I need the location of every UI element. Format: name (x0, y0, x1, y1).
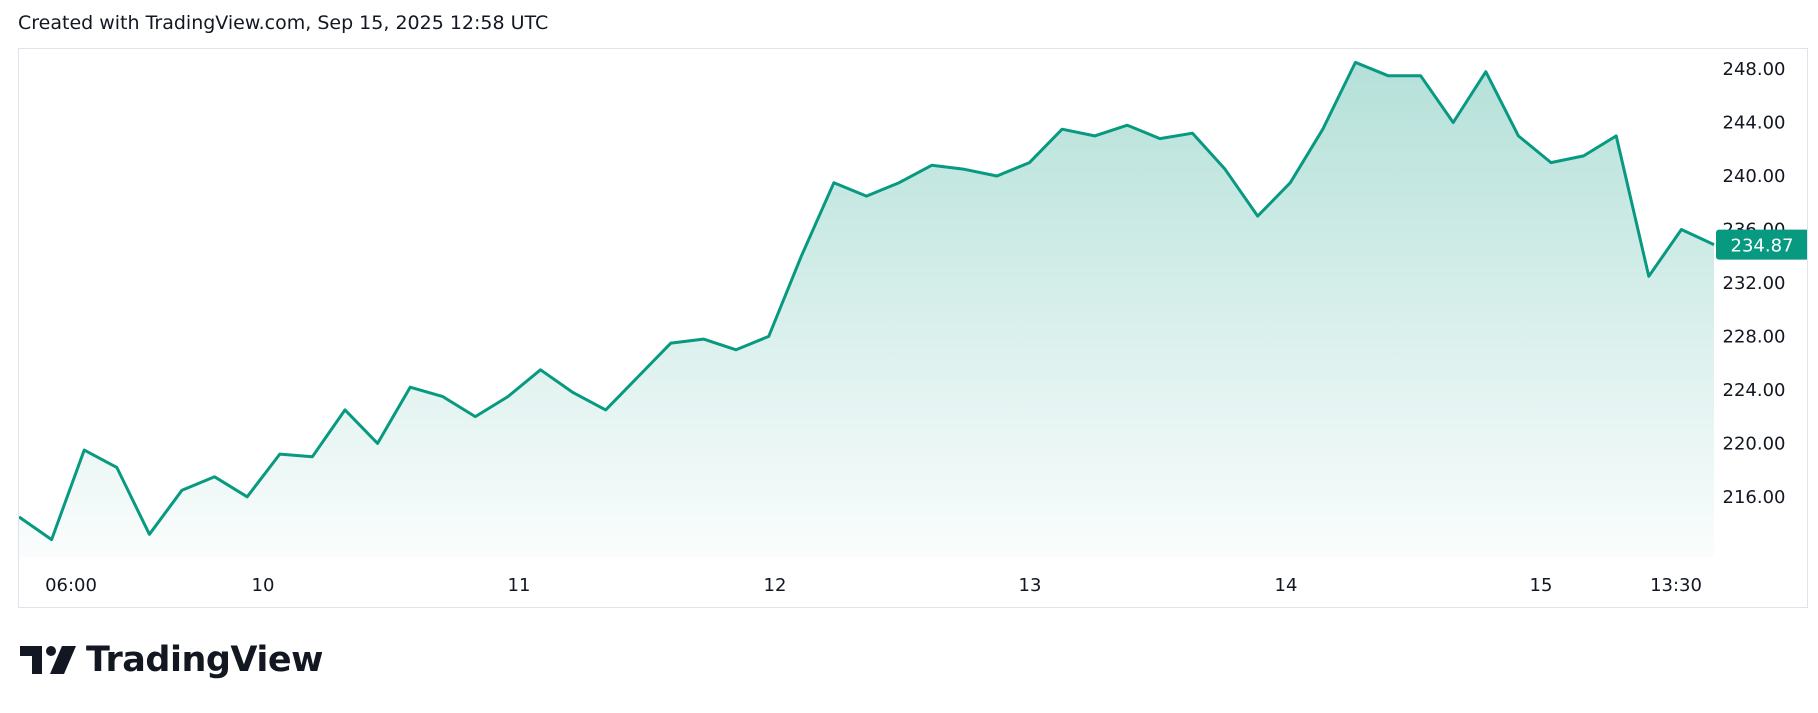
last-price-tag (1716, 229, 1807, 260)
y-tick-label: 248.00 (1723, 59, 1786, 80)
y-tick-label: 220.00 (1723, 433, 1786, 454)
y-tick-label: 224.00 (1723, 380, 1786, 401)
price-chart[interactable]: 216.00220.00224.00228.00232.00236.00240.… (19, 49, 1807, 607)
y-tick-label: 240.00 (1723, 166, 1786, 187)
x-tick-label: 11 (508, 575, 531, 596)
price-area-fill (19, 62, 1714, 558)
x-tick-label: 13:30 (1650, 575, 1702, 596)
x-tick-label: 12 (764, 575, 787, 596)
y-tick-label: 244.00 (1723, 113, 1786, 134)
x-tick-label: 13 (1019, 575, 1042, 596)
chart-frame: 216.00220.00224.00228.00232.00236.00240.… (18, 48, 1808, 608)
x-tick-label: 14 (1275, 575, 1298, 596)
x-tick-label: 15 (1530, 575, 1553, 596)
tradingview-logo-icon (20, 646, 76, 674)
y-tick-label: 216.00 (1723, 487, 1786, 508)
x-tick-label: 10 (252, 575, 275, 596)
x-tick-label: 06:00 (45, 575, 97, 596)
brand-name: TradingView (86, 640, 323, 680)
chart-header: Created with TradingView.com, Sep 15, 20… (18, 12, 549, 34)
y-tick-label: 228.00 (1723, 326, 1786, 347)
tradingview-brand[interactable]: TradingView (20, 640, 323, 680)
y-tick-label: 232.00 (1723, 273, 1786, 294)
last-price-label: 234.87 (1731, 236, 1794, 257)
